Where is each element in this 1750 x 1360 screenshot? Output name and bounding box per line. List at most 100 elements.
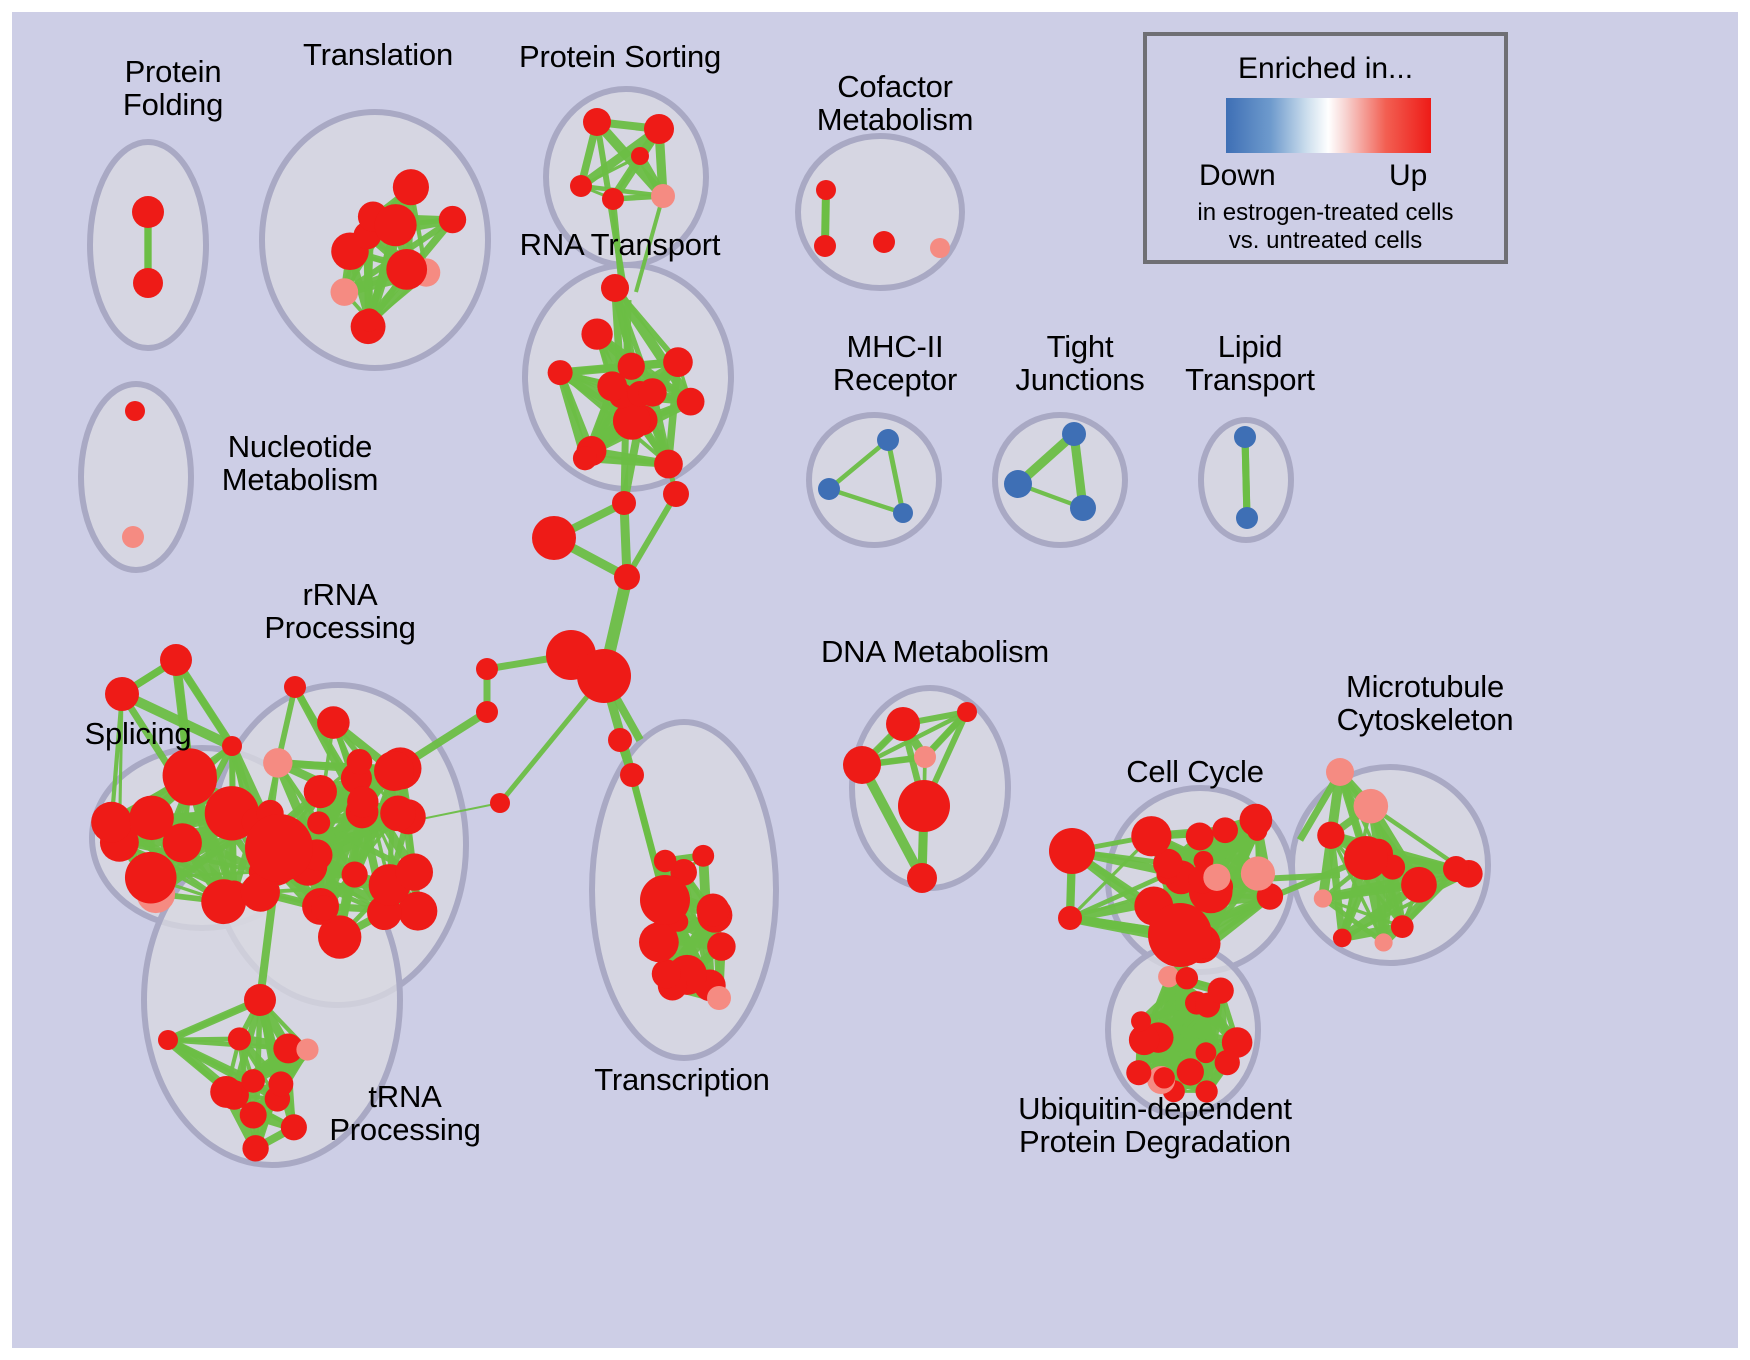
network-node [1353,788,1389,824]
network-node [227,1027,251,1051]
cluster-hull-nucleotide-metabolism [78,381,194,573]
network-node [1240,856,1276,891]
network-node [608,728,632,752]
network-node [1153,848,1183,879]
network-node [1212,817,1238,844]
network-node [1326,758,1354,786]
network-node [692,844,715,867]
network-node [651,184,675,208]
network-node [1214,1049,1240,1076]
network-node [490,793,510,813]
network-edge [664,361,682,465]
network-node [577,649,631,703]
network-node [346,748,373,775]
network-node [1332,928,1352,948]
cluster-label-tight-junctions: Tight Junctions [1015,329,1145,398]
network-node [239,1101,267,1129]
network-node [1153,1067,1175,1089]
network-node [132,196,164,228]
network-node [930,238,950,258]
network-node [1239,803,1273,837]
network-edge [885,439,906,514]
network-edge [172,657,236,749]
network-node [244,984,276,1016]
network-node [1175,967,1199,990]
network-node [1256,883,1284,910]
network-node [907,863,937,893]
network-node [1131,1011,1152,1032]
network-node [280,1114,307,1141]
network-node [1126,1060,1152,1086]
network-edge [580,154,641,188]
network-node [1236,507,1258,529]
network-edge [109,693,125,823]
network-node [602,188,624,210]
network-node [122,526,144,548]
network-node [374,204,417,247]
cluster-label-mhc-ii-receptor: MHC-II Receptor [832,329,958,398]
network-node [330,278,359,306]
network-node [129,795,174,841]
network-node [581,318,613,350]
network-node [357,308,381,332]
cluster-label-rrna-processing: rRNA Processing [264,577,416,646]
network-node [374,751,414,791]
network-node [1203,863,1231,891]
network-edge [624,492,679,579]
legend-color-gradient-bar [1226,98,1431,153]
network-node [612,491,636,515]
network-node [654,449,683,479]
cluster-label-cofactor-metabolism: Cofactor Metabolism [816,69,974,138]
cluster-label-ubiquitin-protein-degradation: Ubiquitin-dependent Protein Degradation [1018,1091,1292,1160]
network-node [310,895,337,921]
cluster-label-microtubule-cytoskeleton: Microtubule Cytoskeleton [1336,669,1514,738]
network-edge [857,762,927,881]
network-node [631,147,649,165]
network-node [644,114,674,144]
network-node [1374,933,1393,952]
cluster-label-translation: Translation [303,37,453,72]
network-node [124,851,177,904]
network-node [886,707,920,741]
cluster-label-transcription: Transcription [594,1062,770,1097]
network-node [651,959,681,989]
network-node [162,823,202,863]
cluster-label-rna-transport: RNA Transport [519,227,721,262]
legend-box: Enriched in... Down Up in estrogen-treat… [1143,32,1508,264]
network-node [1058,906,1082,930]
network-node [386,248,428,290]
network-node [1344,836,1388,880]
network-edge [860,709,969,768]
network-node [1193,850,1214,871]
legend-low-label: Down [1199,159,1276,192]
network-node [222,736,242,756]
network-edge [1241,436,1251,519]
cluster-label-cell-cycle: Cell Cycle [1126,754,1264,789]
network-node [296,1038,319,1061]
network-node [1317,821,1345,849]
network-node [638,378,667,407]
network-node [341,861,368,888]
network-node [201,879,247,925]
network-node [1158,965,1180,988]
network-node [620,763,644,787]
network-node [1131,816,1172,857]
network-edge [167,998,261,1042]
network-node [210,1075,243,1108]
network-node [570,175,592,197]
network-edge [166,1037,255,1084]
network-node [1128,1024,1160,1056]
network-edge [828,486,904,516]
network-edge [1321,896,1386,945]
network-node [1234,426,1256,448]
network-node [957,702,977,722]
network-edge [634,195,665,293]
network-node [91,801,132,843]
network-node [707,932,736,961]
network-node [617,352,645,380]
network-node [816,180,836,200]
network-node [158,1030,178,1050]
network-node [572,446,598,471]
network-node [640,875,690,925]
